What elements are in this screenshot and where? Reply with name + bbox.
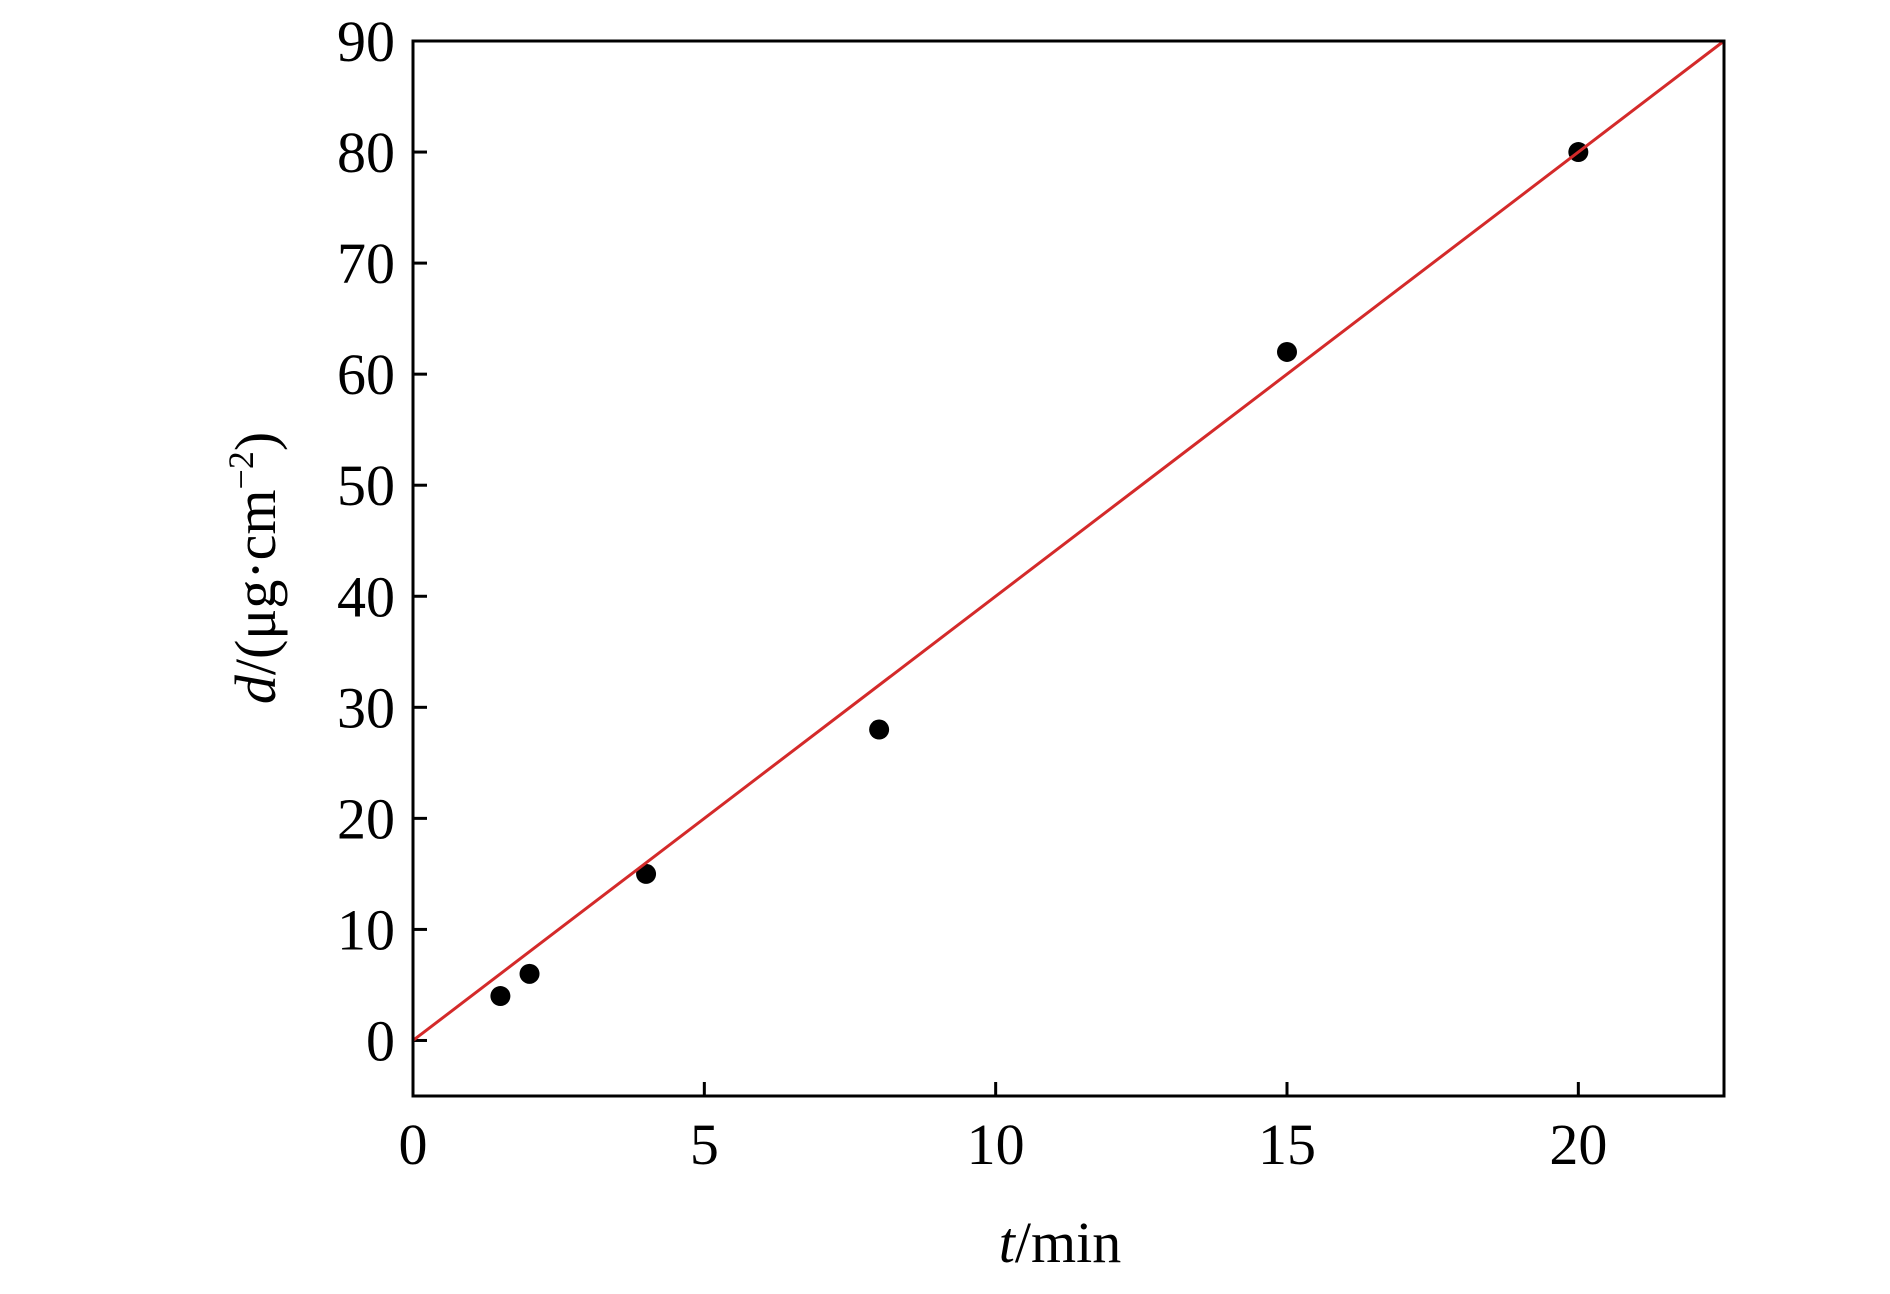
y-tick-label: 20 (337, 786, 395, 851)
y-tick-label: 10 (337, 897, 395, 962)
x-tick-label: 10 (967, 1112, 1025, 1177)
y-tick-label: 90 (337, 9, 395, 74)
data-point (1277, 341, 1297, 362)
y-label-close: ) (223, 432, 288, 451)
fit-line (412, 39, 1725, 1042)
x-tick-label: 15 (1258, 1112, 1316, 1177)
y-label-exp: −2 (221, 451, 261, 489)
y-tick-label: 40 (337, 564, 395, 629)
y-label-unit: /(μg·cm (223, 489, 288, 675)
y-label-var: d (223, 674, 288, 704)
y-tick-label: 50 (337, 453, 395, 518)
x-tick-label: 20 (1549, 1112, 1607, 1177)
x-label-var: t (999, 1210, 1017, 1275)
x-tick-label: 5 (690, 1112, 719, 1177)
x-tick-label: 0 (399, 1112, 428, 1177)
plot-frame (411, 39, 1726, 1098)
y-tick-label: 30 (337, 675, 395, 740)
data-point (490, 986, 511, 1007)
data-point (869, 719, 890, 740)
y-axis-label: d/(μg·cm−2) (221, 432, 288, 704)
data-point (636, 863, 657, 884)
x-label-unit: /min (1015, 1210, 1121, 1275)
x-axis-label: t/min (999, 1210, 1121, 1275)
data-point (519, 963, 540, 984)
y-tick-label: 80 (337, 120, 395, 185)
y-tick-label: 70 (337, 231, 395, 296)
y-tick-label: 60 (337, 342, 395, 407)
y-tick-label: 0 (366, 1008, 395, 1073)
